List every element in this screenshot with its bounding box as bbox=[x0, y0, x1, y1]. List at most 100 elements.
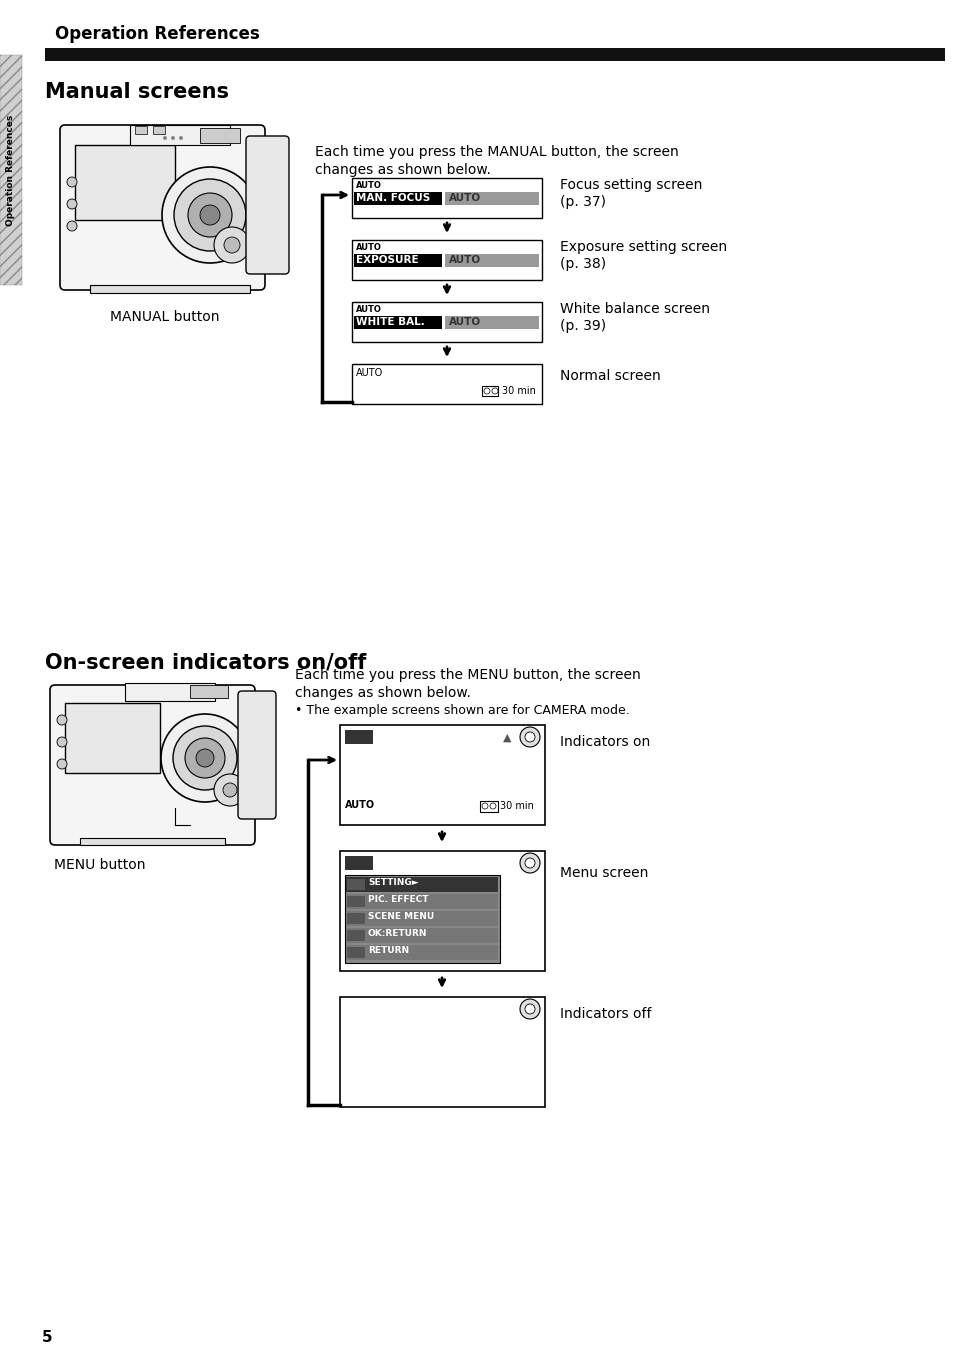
Text: Exposure setting screen: Exposure setting screen bbox=[559, 240, 726, 254]
Text: RETURN: RETURN bbox=[368, 946, 409, 955]
Circle shape bbox=[163, 136, 167, 140]
Bar bbox=[135, 126, 147, 134]
Bar bbox=[346, 911, 497, 925]
Circle shape bbox=[519, 999, 539, 1019]
Circle shape bbox=[519, 854, 539, 873]
Bar bbox=[352, 178, 541, 218]
Circle shape bbox=[481, 803, 488, 809]
FancyBboxPatch shape bbox=[246, 136, 289, 274]
Text: Focus setting screen: Focus setting screen bbox=[559, 178, 701, 191]
Circle shape bbox=[67, 221, 77, 231]
Text: changes as shown below.: changes as shown below. bbox=[314, 163, 491, 176]
Text: 30 min: 30 min bbox=[501, 385, 536, 396]
Text: EXPOSURE: EXPOSURE bbox=[355, 255, 418, 265]
Text: ▲: ▲ bbox=[502, 733, 511, 744]
Bar bbox=[354, 254, 441, 267]
Text: White balance screen: White balance screen bbox=[559, 303, 709, 316]
Bar bbox=[152, 126, 165, 134]
Circle shape bbox=[185, 738, 225, 778]
Bar bbox=[352, 364, 541, 404]
Bar bbox=[345, 730, 373, 744]
Circle shape bbox=[483, 388, 490, 394]
Circle shape bbox=[519, 727, 539, 746]
Text: • The example screens shown are for CAMERA mode.: • The example screens shown are for CAME… bbox=[294, 704, 629, 716]
Text: Indicators off: Indicators off bbox=[559, 1007, 651, 1020]
Text: AUTO: AUTO bbox=[449, 255, 480, 265]
Circle shape bbox=[200, 205, 220, 225]
Bar bbox=[200, 128, 240, 142]
Text: Indicators on: Indicators on bbox=[559, 735, 650, 749]
Circle shape bbox=[490, 803, 496, 809]
Circle shape bbox=[162, 167, 257, 263]
Bar bbox=[352, 303, 541, 342]
Bar bbox=[481, 385, 497, 396]
Text: MAN. FOCUS: MAN. FOCUS bbox=[355, 193, 430, 204]
Text: MENU button: MENU button bbox=[54, 858, 146, 873]
Text: WHITE BAL.: WHITE BAL. bbox=[355, 318, 424, 327]
Circle shape bbox=[57, 715, 67, 725]
Text: On-screen indicators on/off: On-screen indicators on/off bbox=[45, 653, 366, 673]
Circle shape bbox=[188, 193, 232, 237]
Circle shape bbox=[173, 179, 246, 251]
Circle shape bbox=[224, 237, 240, 252]
Text: AUTO: AUTO bbox=[355, 305, 381, 313]
Circle shape bbox=[179, 136, 183, 140]
Text: Manual screens: Manual screens bbox=[45, 81, 229, 102]
Circle shape bbox=[67, 176, 77, 187]
Bar bbox=[354, 316, 441, 328]
Text: 5: 5 bbox=[42, 1330, 52, 1345]
Bar bbox=[346, 928, 497, 943]
Bar bbox=[125, 683, 214, 702]
Text: SETTING►: SETTING► bbox=[368, 878, 418, 887]
Circle shape bbox=[524, 731, 535, 742]
Bar bbox=[339, 725, 544, 825]
Text: (p. 37): (p. 37) bbox=[559, 195, 605, 209]
Text: Each time you press the MENU button, the screen: Each time you press the MENU button, the… bbox=[294, 668, 640, 683]
Bar bbox=[346, 894, 497, 909]
Text: Normal screen: Normal screen bbox=[559, 369, 660, 383]
FancyBboxPatch shape bbox=[237, 691, 275, 820]
FancyBboxPatch shape bbox=[60, 125, 265, 290]
Circle shape bbox=[171, 136, 174, 140]
Bar bbox=[45, 47, 944, 61]
Bar bbox=[75, 145, 174, 220]
Circle shape bbox=[195, 749, 213, 767]
Text: MANUAL button: MANUAL button bbox=[111, 309, 219, 324]
Bar bbox=[479, 801, 497, 811]
Bar bbox=[80, 839, 225, 845]
Circle shape bbox=[213, 227, 250, 263]
Bar bbox=[444, 316, 538, 328]
Text: Operation References: Operation References bbox=[7, 114, 15, 225]
Text: AUTO: AUTO bbox=[355, 368, 383, 379]
Text: changes as shown below.: changes as shown below. bbox=[294, 687, 471, 700]
Text: AUTO: AUTO bbox=[355, 180, 381, 190]
Bar bbox=[346, 944, 497, 959]
Bar bbox=[65, 703, 160, 773]
Bar bbox=[339, 851, 544, 972]
Text: AUTO: AUTO bbox=[449, 318, 480, 327]
Text: Each time you press the MANUAL button, the screen: Each time you press the MANUAL button, t… bbox=[314, 145, 678, 159]
Text: AUTO: AUTO bbox=[449, 193, 480, 204]
Bar bbox=[444, 191, 538, 205]
Text: Operation References: Operation References bbox=[55, 24, 259, 43]
Bar bbox=[354, 191, 441, 205]
Text: (p. 39): (p. 39) bbox=[559, 319, 605, 332]
Circle shape bbox=[524, 1004, 535, 1014]
Bar bbox=[347, 879, 365, 890]
Bar bbox=[130, 125, 230, 145]
Circle shape bbox=[223, 783, 236, 797]
Bar bbox=[339, 997, 544, 1107]
Text: Menu screen: Menu screen bbox=[559, 866, 648, 879]
Bar bbox=[346, 877, 497, 892]
Bar bbox=[444, 254, 538, 267]
FancyBboxPatch shape bbox=[50, 685, 254, 845]
Circle shape bbox=[524, 858, 535, 868]
Circle shape bbox=[492, 388, 497, 394]
Bar bbox=[352, 240, 541, 280]
Text: 30 min: 30 min bbox=[499, 801, 534, 811]
Circle shape bbox=[57, 759, 67, 769]
Text: (p. 38): (p. 38) bbox=[559, 256, 605, 271]
Circle shape bbox=[67, 199, 77, 209]
Bar bbox=[0, 56, 22, 285]
Circle shape bbox=[172, 726, 236, 790]
